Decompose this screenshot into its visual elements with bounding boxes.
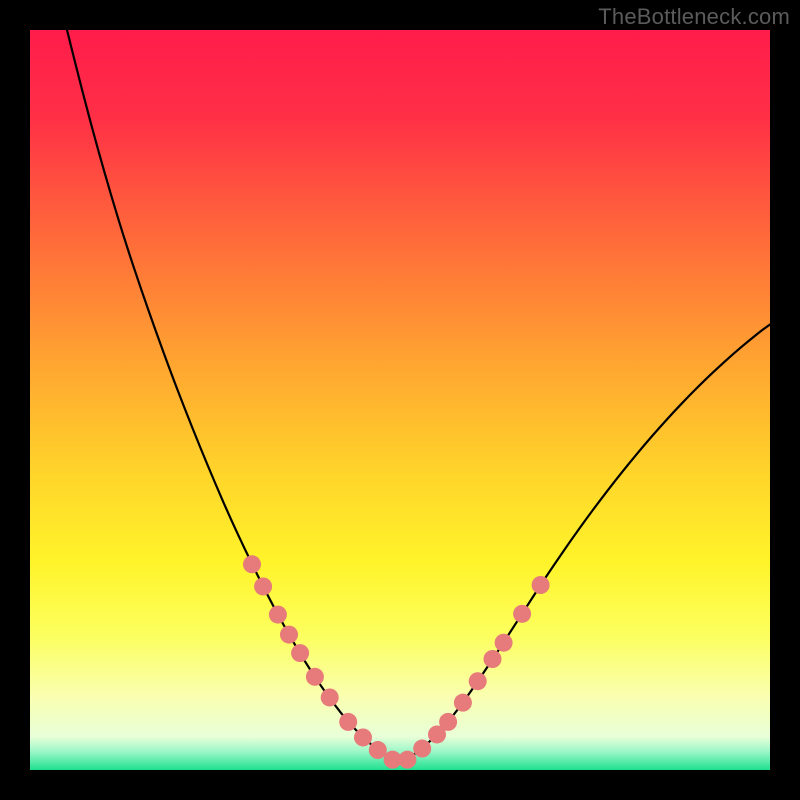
watermark-text: TheBottleneck.com (598, 4, 790, 30)
data-marker (243, 555, 261, 573)
data-marker (321, 688, 339, 706)
data-marker (513, 605, 531, 623)
chart-root: TheBottleneck.com (0, 0, 800, 800)
data-marker (354, 728, 372, 746)
data-marker (291, 644, 309, 662)
plot-area (30, 30, 770, 770)
data-marker (469, 672, 487, 690)
data-marker (398, 751, 416, 769)
data-marker (532, 576, 550, 594)
data-marker (454, 694, 472, 712)
data-marker (269, 606, 287, 624)
data-marker (413, 740, 431, 758)
gradient-background (30, 30, 770, 770)
data-marker (254, 577, 272, 595)
data-marker (439, 713, 457, 731)
data-marker (495, 634, 513, 652)
data-marker (484, 650, 502, 668)
plot-svg (30, 30, 770, 770)
data-marker (339, 713, 357, 731)
data-marker (280, 626, 298, 644)
data-marker (306, 668, 324, 686)
data-marker (369, 741, 387, 759)
